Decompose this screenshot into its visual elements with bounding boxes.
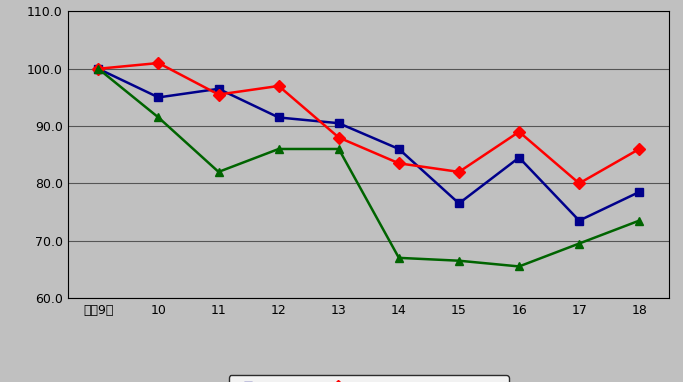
製造品出荷額等 (575, 241, 583, 246)
製造品出荷額等 (94, 66, 102, 71)
製造品出荷額等 (395, 256, 403, 260)
従業者数 (395, 161, 403, 165)
事業所数 (214, 86, 223, 91)
従業者数 (335, 135, 343, 140)
従業者数 (94, 66, 102, 71)
従業者数 (455, 170, 463, 174)
事業所数 (635, 189, 643, 194)
事業所数 (94, 66, 102, 71)
Legend: 事業所数, 従業者数, 製造品出荷額等: 事業所数, 従業者数, 製造品出荷額等 (229, 375, 509, 382)
従業者数 (275, 84, 283, 88)
Line: 製造品出荷額等: 製造品出荷額等 (94, 65, 643, 270)
Line: 事業所数: 事業所数 (94, 65, 643, 225)
事業所数 (395, 147, 403, 151)
製造品出荷額等 (275, 147, 283, 151)
従業者数 (515, 129, 523, 134)
事業所数 (575, 218, 583, 223)
従業者数 (214, 92, 223, 97)
製造品出荷額等 (214, 170, 223, 174)
従業者数 (154, 61, 163, 65)
製造品出荷額等 (515, 264, 523, 269)
事業所数 (335, 121, 343, 125)
従業者数 (575, 181, 583, 186)
Line: 従業者数: 従業者数 (94, 59, 643, 188)
事業所数 (455, 201, 463, 206)
従業者数 (635, 147, 643, 151)
製造品出荷額等 (335, 147, 343, 151)
事業所数 (275, 115, 283, 120)
製造品出荷額等 (635, 218, 643, 223)
事業所数 (154, 95, 163, 100)
製造品出荷額等 (455, 258, 463, 263)
事業所数 (515, 155, 523, 160)
製造品出荷額等 (154, 115, 163, 120)
